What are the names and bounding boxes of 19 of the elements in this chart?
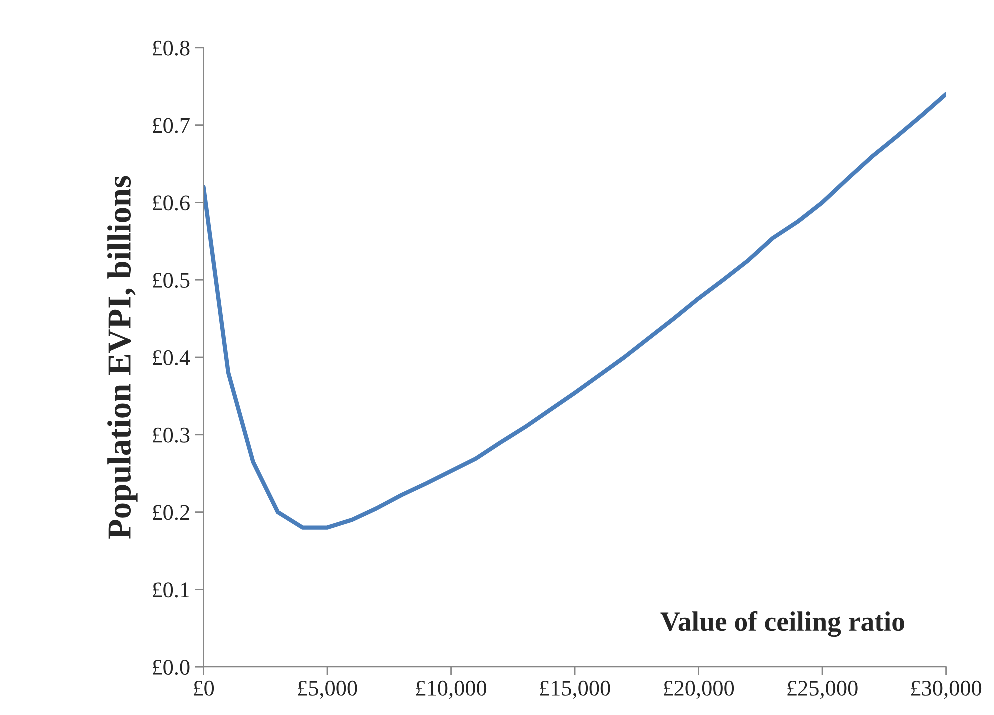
y-tick-label: £0.0 [153, 660, 190, 676]
y-tick-label: £0.3 [153, 428, 190, 443]
line-series [204, 92, 946, 530]
y-axis-title: Population EVPI, billions [108, 176, 138, 539]
y-tick-label: £0.1 [153, 582, 190, 598]
x-tick-label: £25,000 [788, 680, 858, 700]
x-tick-label: £10,000 [416, 680, 487, 700]
x-tick-label: £30,000 [911, 680, 982, 700]
x-axis-title: Value of ceiling ratio [660, 611, 904, 638]
y-tick-label: £0.7 [153, 118, 190, 134]
y-tick-label: £0.4 [153, 350, 190, 366]
x-tick-label: £15,000 [540, 680, 610, 700]
y-tick-label: £0.6 [153, 196, 190, 211]
x-tick-label: £20,000 [664, 680, 734, 700]
x-tick-label: £0 [194, 680, 214, 696]
y-tick-label: £0.5 [153, 273, 190, 288]
y-tick-label: £0.8 [153, 40, 190, 56]
y-tick-label: £0.2 [153, 505, 190, 520]
x-tick-label: £5,000 [298, 680, 358, 700]
